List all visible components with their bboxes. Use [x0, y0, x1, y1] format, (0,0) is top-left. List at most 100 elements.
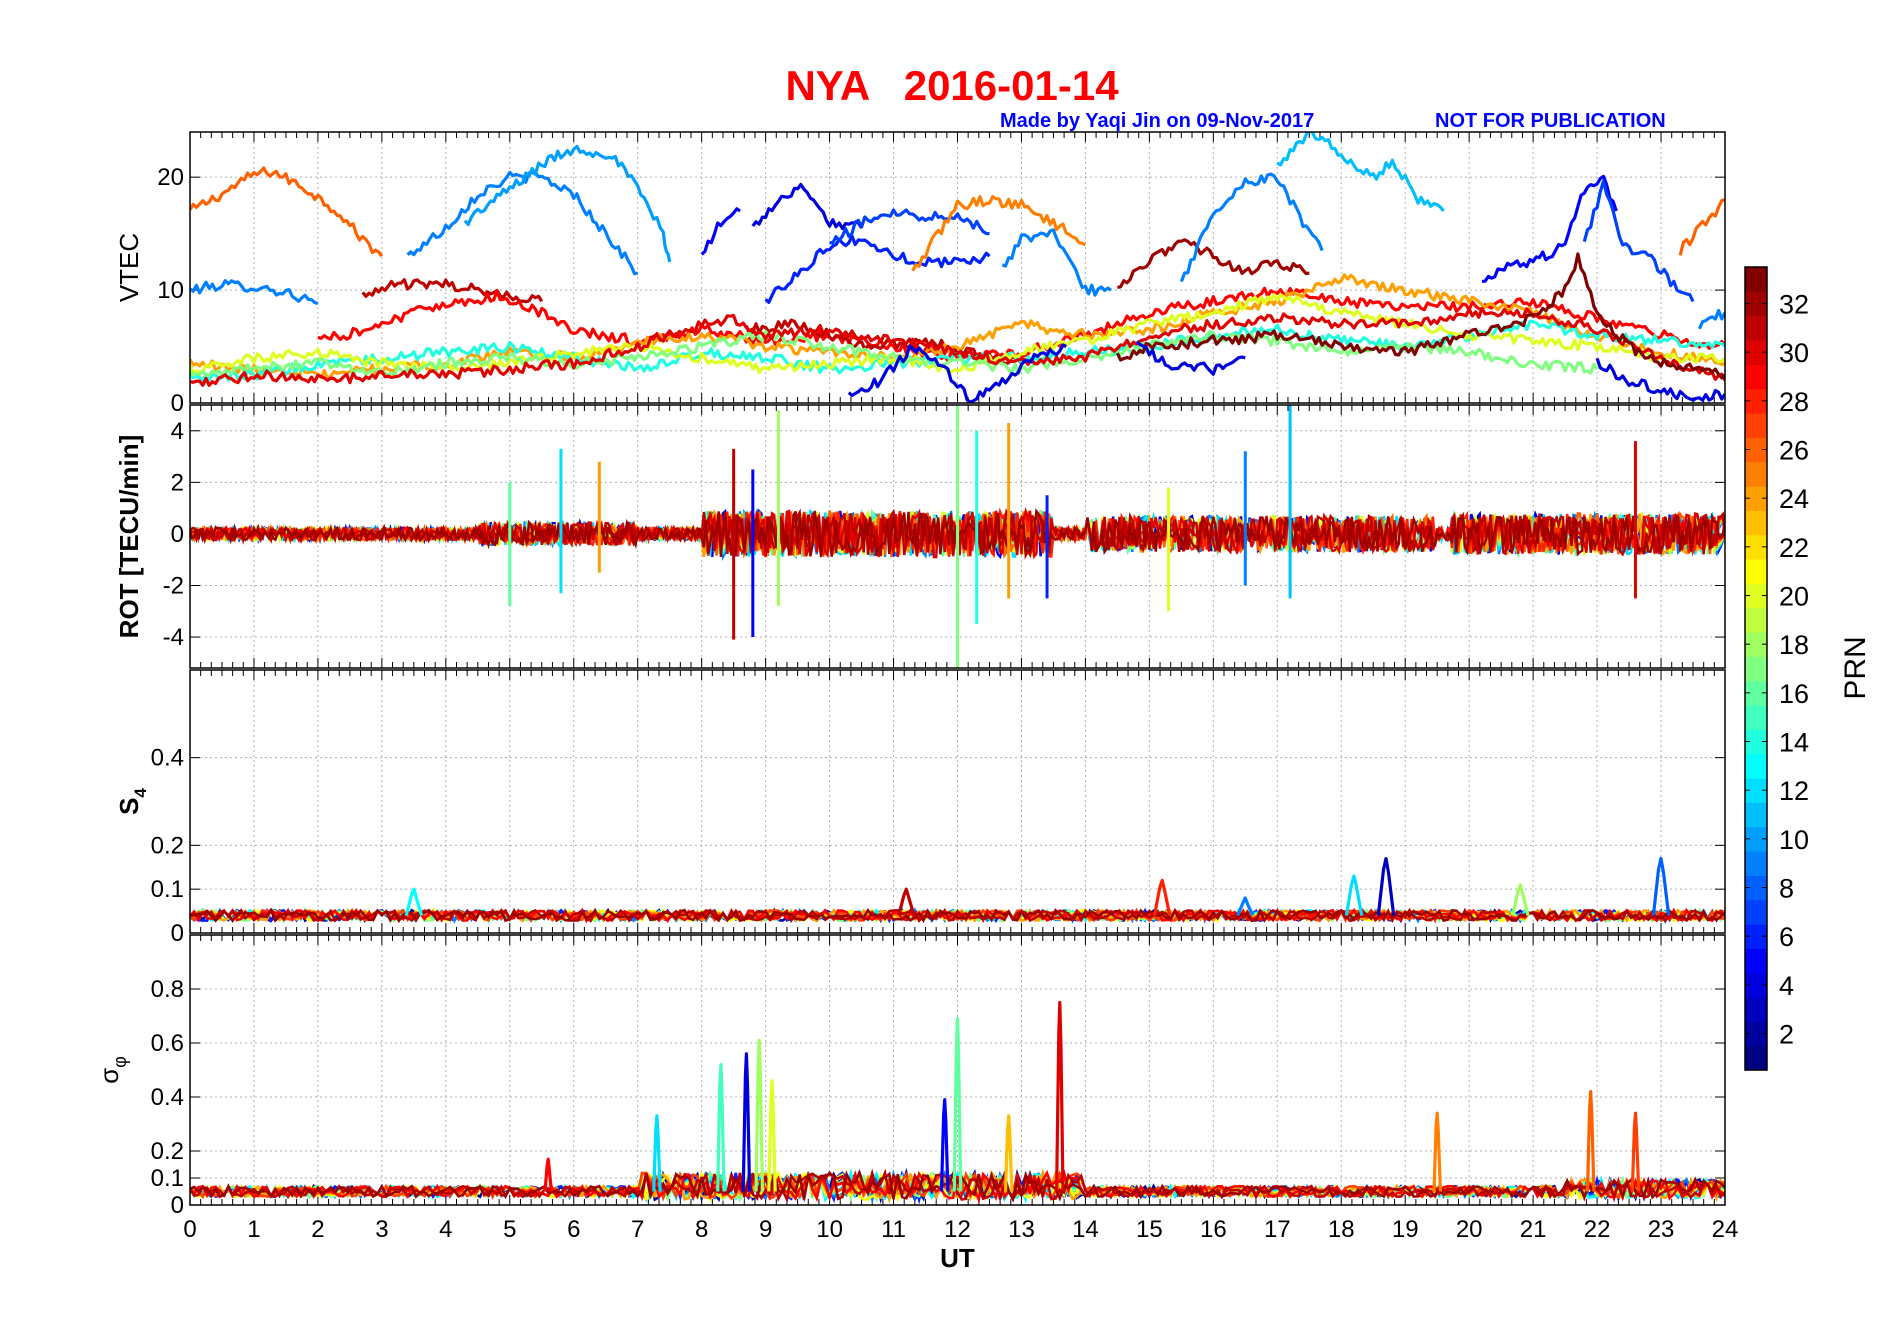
- s4-peak-prn-3: [1376, 856, 1396, 916]
- axes-frame: [189, 131, 1726, 404]
- colorbar-swatch: [1745, 778, 1767, 803]
- vtec-series-prn-9: [190, 279, 319, 306]
- s4-peak-prn-28: [1152, 878, 1172, 916]
- x-tick-label: 10: [816, 1216, 843, 1243]
- vtec-series-prn-9: [1001, 228, 1112, 297]
- x-tick-label: 9: [759, 1216, 772, 1243]
- colorbar-swatch: [1745, 559, 1767, 584]
- axes-frame: [189, 404, 1726, 669]
- y-tick-label: -4: [163, 624, 184, 651]
- colorbar-tick-label: 22: [1779, 533, 1809, 563]
- colorbar-tick-label: 12: [1779, 776, 1809, 806]
- x-tick-label: 15: [1136, 1216, 1163, 1243]
- panel-sigma_phi: 00.10.20.40.60.80 1 2 3 4 5 6 7 8 9 10 11 12 13 14 15 16…: [151, 934, 1739, 1243]
- colorbar-tick-label: 20: [1779, 582, 1809, 612]
- sigma_phi-peak-prn-20: [767, 1079, 777, 1192]
- x-tick-label: 14: [1072, 1216, 1099, 1243]
- x-tick-label: 1: [247, 1216, 260, 1243]
- vtec-series-prn-26: [1678, 198, 1725, 256]
- panel-s4: 0 0.1 0.2 0.4: [151, 669, 1726, 947]
- vtec-series-prn-4: [751, 182, 863, 230]
- colorbar-swatch: [1745, 364, 1767, 390]
- vtec-series-prn-9: [406, 170, 638, 276]
- x-tick-label: 20: [1456, 1216, 1483, 1243]
- colorbar-swatch: [1745, 388, 1767, 414]
- colorbar-swatch: [1745, 656, 1767, 682]
- sigma_phi-peak-prn-25: [1432, 1111, 1442, 1192]
- colorbar-swatch: [1745, 315, 1767, 341]
- x-tick-label: 11: [881, 1216, 906, 1243]
- s4-series-prn-32: [190, 907, 1725, 924]
- vtec-series-prn-11: [1276, 132, 1445, 213]
- sigma_phi-peak-prn-15: [716, 1063, 726, 1192]
- colorbar-swatch: [1745, 583, 1767, 609]
- s4-peak-prn-31: [897, 887, 916, 916]
- colorbar-swatch: [1745, 899, 1767, 925]
- y-axis-label-rot: ROT [TECU/min]: [114, 435, 144, 639]
- colorbar-tick-label: 30: [1779, 338, 1809, 368]
- x-tick-label: 7: [631, 1216, 644, 1243]
- colorbar-swatch: [1745, 729, 1767, 755]
- vtec-series-prn-30: [190, 306, 1725, 387]
- colorbar-swatch: [1745, 924, 1767, 949]
- colorbar-swatch: [1745, 705, 1767, 730]
- colorbar-swatch: [1745, 291, 1767, 317]
- colorbar-frame: [1744, 266, 1768, 1071]
- colorbar-swatch: [1745, 340, 1767, 365]
- colorbar-swatch: [1745, 1045, 1767, 1071]
- y-axis-label-sigma-phi: σφ: [94, 1056, 130, 1084]
- colorbar-tick-label: 8: [1779, 874, 1794, 904]
- y-tick-label: 0.6: [151, 1030, 184, 1057]
- s4-peak-prn-9: [1236, 896, 1255, 917]
- colorbar-tick-label: 24: [1779, 484, 1809, 514]
- notice-text: NOT FOR PUBLICATION: [1435, 110, 1666, 132]
- x-axis-label: UT: [940, 1243, 975, 1273]
- colorbar-swatch: [1745, 997, 1767, 1022]
- sigma_phi-series-prn-29: [190, 1169, 1725, 1205]
- colorbar-tick-label: 16: [1779, 679, 1809, 709]
- colorbar-tick-label: 26: [1779, 436, 1809, 466]
- colorbar-tick-label: 28: [1779, 387, 1809, 417]
- x-tick-label: 23: [1648, 1216, 1675, 1243]
- sigma_phi-series-prn-31: [190, 1168, 1725, 1204]
- colorbar-swatch: [1745, 437, 1767, 463]
- x-tick-label: 18: [1328, 1216, 1355, 1243]
- sigma_phi-peak-prn-5: [939, 1098, 950, 1192]
- y-tick-label: 2: [171, 469, 184, 496]
- x-tick-label: 19: [1392, 1216, 1419, 1243]
- vtec-series-prn-6: [764, 234, 991, 304]
- s4-peak-prn-8: [1651, 856, 1671, 916]
- vtec-series-prn-5: [700, 207, 741, 256]
- colorbar-swatch: [1745, 753, 1767, 779]
- data-layer: [190, 1000, 1725, 1205]
- axes-frame: [189, 934, 1726, 1206]
- data-layer: [190, 132, 1725, 403]
- x-tick-label: 22: [1584, 1216, 1611, 1243]
- vtec-series-prn-17: [190, 329, 1599, 378]
- x-tick-label: 13: [1008, 1216, 1035, 1243]
- x-tick-label: 2: [311, 1216, 324, 1243]
- y-tick-label: 0.2: [151, 832, 184, 859]
- colorbar-swatch: [1745, 534, 1767, 560]
- colorbar-swatch: [1745, 486, 1767, 511]
- x-tick-label: 21: [1520, 1216, 1547, 1243]
- sigma_phi-peak-prn-26: [1585, 1090, 1596, 1192]
- x-tick-label: 24: [1712, 1216, 1739, 1243]
- colorbar-swatch: [1745, 802, 1767, 828]
- colorbar-swatch: [1745, 607, 1767, 633]
- colorbar-swatch: [1745, 413, 1767, 438]
- y-axis-label-vtec: VTEC: [114, 233, 144, 302]
- vtec-series-prn-9: [1697, 308, 1725, 330]
- s4-peak-prn-13: [404, 887, 424, 916]
- y-tick-label: 4: [171, 418, 184, 445]
- s4-peak-prn-18: [1511, 883, 1530, 916]
- panel-rot: -4 -2 0 2 4: [163, 404, 1726, 669]
- sigma_phi-peak-prn-30: [1055, 1000, 1065, 1192]
- vtec-series-prn-5: [1481, 174, 1618, 283]
- y-tick-label: 20: [157, 164, 184, 191]
- y-tick-label: 0.1: [151, 876, 184, 903]
- colorbar-swatch: [1745, 851, 1767, 876]
